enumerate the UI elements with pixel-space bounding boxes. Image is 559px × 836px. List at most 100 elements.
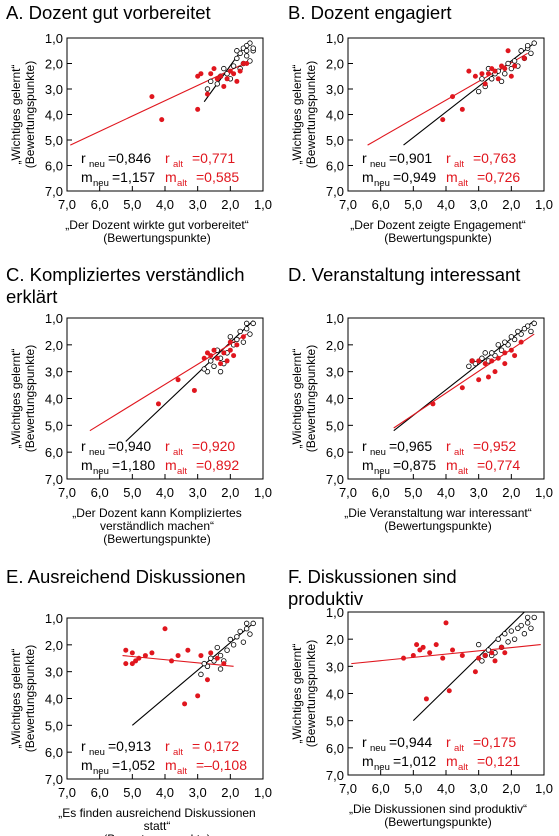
y-tick-label: 1,0 [326,31,344,46]
data-point-neu [479,76,485,82]
stat-m-value: =0,875 [393,457,436,473]
data-point-neu [214,644,220,651]
y-axis-label: „Wichtiges gelernt“ (Bewertungspunkte) [9,345,37,452]
data-point-alt [469,358,475,364]
data-point-neu [515,328,521,335]
chart-panel-0: A. Dozent gut vorbereitet 1,0 2,0 3,0 4,0 5,0… [6,2,272,245]
x-axis-label-line: (Bewertungspunkte) [384,231,491,245]
data-point-neu [475,641,482,648]
data-point-alt [401,655,407,661]
stat-r-value: =0,944 [389,734,432,750]
stat-m-subscript: neu [93,766,109,777]
x-tick-label: 2,0 [221,197,239,212]
stat-m-value: =0,774 [477,457,520,473]
x-axis-label-line: (Bewertungspunkte) [384,519,491,533]
x-tick-label: 3,0 [470,197,488,212]
data-point-neu [482,350,488,356]
x-tick-label: 3,0 [189,197,207,212]
data-point-neu [237,328,243,335]
x-tick-label: 2,0 [221,485,239,500]
x-tick-label: 7,0 [339,197,357,212]
x-tick-label: 4,0 [437,781,455,796]
stat-r-subscript: alt [173,159,183,170]
y-axis-label-line: (Bewertungspunkte) [304,640,318,747]
y-tick-label: 6,0 [326,159,344,174]
data-point-alt [204,350,210,356]
stat-r-symbol: r [446,734,451,750]
panel-title: D. Veranstaltung interessant [288,264,520,285]
y-tick-label: 1,0 [326,311,344,326]
y-axis-label: „Wichtiges gelernt“ (Bewertungspunkte) [9,61,37,168]
x-tick-label: 4,0 [437,197,455,212]
data-point-neu [208,78,214,85]
y-tick-label: 1,0 [45,311,63,326]
data-point-alt [489,66,495,72]
data-point-neu [531,320,537,327]
y-tick-label: 3,0 [326,365,344,380]
y-tick-label: 5,0 [45,418,63,433]
data-point-alt [508,73,514,79]
data-point-alt [198,653,204,659]
data-point-neu [528,50,534,56]
stat-r-symbol: r [362,150,367,166]
data-point-alt [195,73,201,79]
y-tick-label: 4,0 [45,108,63,123]
data-point-alt [459,652,465,658]
data-point-alt [204,91,210,97]
data-point-neu [243,620,250,627]
stat-r-subscript: neu [370,159,386,170]
data-point-neu [498,347,505,353]
data-point-neu [227,334,234,340]
data-point-neu [224,70,230,77]
data-point-neu [495,636,501,642]
data-point-alt [482,361,488,367]
x-tick-label: 7,0 [58,785,76,800]
x-axis-label-line: statt“ [144,819,171,833]
data-point-alt [155,401,161,407]
data-point-alt [446,688,452,694]
fit-line-alt [70,60,251,146]
x-tick-label: 1,0 [254,485,272,500]
data-point-alt [208,650,214,656]
data-point-alt [214,76,220,82]
chart-panel-5: F. Diskussionen sindproduktiv1,02,03,04,… [288,566,553,829]
data-point-alt [123,647,129,653]
data-point-neu [198,671,204,678]
data-point-alt [459,385,465,391]
data-point-neu [505,639,511,645]
x-tick-label: 1,0 [535,485,553,500]
panel-title: erklärt [6,286,57,307]
y-tick-label: 3,0 [45,665,63,680]
stat-r-symbol: r [362,438,367,454]
stat-r-value: =0,175 [473,734,516,750]
y-tick-label: 2,0 [45,638,63,653]
data-point-neu [221,65,227,72]
stat-m-symbol: m [81,757,93,773]
stat-m-value: =0,121 [477,753,520,769]
data-point-alt [227,68,233,74]
panel-title: F. Diskussionen sind [288,566,457,587]
stat-r-value: =0,965 [389,438,432,454]
data-point-neu [224,647,230,653]
data-point-neu [475,88,482,95]
stat-m-symbol: m [446,169,458,185]
stat-m-symbol: m [165,169,177,185]
data-point-neu [211,363,217,369]
data-point-alt [204,677,210,683]
panel-title: produktiv [288,588,364,609]
stat-r-symbol: r [362,734,367,750]
data-point-alt [489,650,495,656]
y-tick-label: 4,0 [45,692,63,707]
data-point-alt [502,350,508,356]
data-point-neu [240,639,247,645]
stat-m-symbol: m [362,753,374,769]
stat-m-value: =1,012 [393,753,436,769]
data-point-alt [175,653,181,659]
data-point-alt [195,106,201,112]
x-tick-label: 4,0 [156,785,174,800]
y-tick-label: 5,0 [326,133,344,148]
x-tick-label: 4,0 [156,197,174,212]
x-tick-label: 1,0 [535,781,553,796]
x-tick-label: 5,0 [404,485,422,500]
